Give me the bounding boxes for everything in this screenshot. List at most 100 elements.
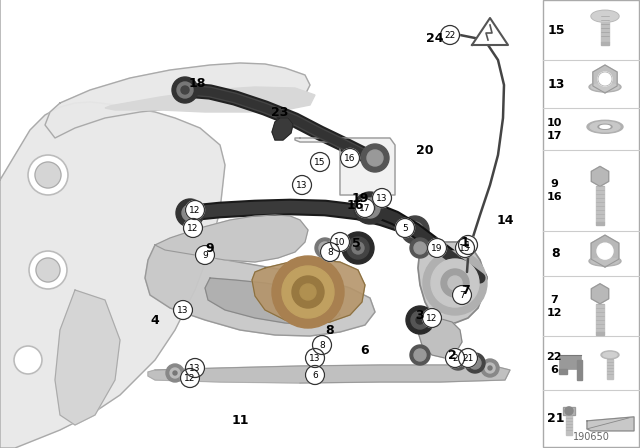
Bar	[607, 359, 613, 379]
Circle shape	[187, 210, 193, 216]
Text: 6: 6	[550, 365, 558, 375]
Text: 7: 7	[461, 284, 469, 297]
Circle shape	[485, 363, 495, 373]
Circle shape	[445, 349, 465, 367]
Text: 20: 20	[416, 143, 434, 156]
Circle shape	[365, 203, 375, 213]
Text: 13: 13	[376, 194, 388, 202]
Text: 12: 12	[189, 206, 201, 215]
Text: 13: 13	[309, 353, 321, 362]
Text: 15: 15	[314, 158, 326, 167]
Bar	[601, 42, 609, 45]
Bar	[563, 407, 575, 415]
Circle shape	[186, 358, 205, 378]
Polygon shape	[295, 138, 395, 195]
Text: 16: 16	[346, 198, 364, 211]
Circle shape	[411, 311, 429, 329]
Bar	[559, 355, 581, 369]
Circle shape	[441, 269, 469, 297]
Text: 2: 2	[447, 349, 456, 362]
Circle shape	[431, 259, 479, 307]
Text: 11: 11	[231, 414, 249, 426]
Bar	[596, 222, 604, 225]
Text: 4: 4	[150, 314, 159, 327]
Circle shape	[414, 242, 426, 254]
Circle shape	[186, 201, 205, 220]
Circle shape	[195, 246, 214, 264]
Text: 21: 21	[462, 353, 474, 362]
Text: 19: 19	[431, 244, 443, 253]
Text: 3: 3	[416, 309, 424, 322]
Polygon shape	[155, 215, 308, 262]
Text: 1: 1	[461, 236, 469, 249]
Circle shape	[340, 148, 360, 168]
Circle shape	[410, 238, 430, 258]
Polygon shape	[145, 245, 375, 336]
Circle shape	[448, 350, 468, 370]
Polygon shape	[0, 0, 225, 448]
Text: 8: 8	[326, 323, 334, 336]
Text: 15: 15	[460, 244, 471, 253]
Ellipse shape	[590, 122, 620, 132]
Bar	[601, 16, 609, 42]
Bar	[543, 0, 639, 447]
Circle shape	[422, 309, 442, 327]
Circle shape	[14, 346, 42, 374]
Ellipse shape	[587, 121, 623, 134]
Polygon shape	[587, 417, 634, 431]
Circle shape	[272, 256, 344, 328]
Circle shape	[166, 364, 184, 382]
Circle shape	[305, 366, 324, 384]
Polygon shape	[105, 87, 315, 112]
Ellipse shape	[591, 258, 619, 265]
Bar	[596, 304, 604, 332]
Bar	[596, 186, 604, 222]
Circle shape	[456, 238, 474, 258]
Circle shape	[184, 219, 202, 237]
Ellipse shape	[592, 11, 618, 21]
Text: 15: 15	[547, 24, 564, 37]
Text: 24: 24	[426, 31, 444, 44]
Circle shape	[452, 285, 472, 305]
Circle shape	[173, 371, 177, 375]
Ellipse shape	[603, 353, 617, 358]
Polygon shape	[205, 278, 340, 325]
Circle shape	[176, 199, 204, 227]
Text: 19: 19	[351, 191, 369, 204]
Circle shape	[170, 368, 180, 378]
Circle shape	[305, 349, 324, 367]
Polygon shape	[55, 290, 120, 425]
Circle shape	[182, 205, 198, 221]
Text: 8: 8	[552, 246, 560, 260]
Circle shape	[356, 246, 360, 250]
Text: 12: 12	[184, 374, 196, 383]
Text: 12: 12	[547, 308, 562, 318]
Circle shape	[565, 407, 573, 415]
Text: 6: 6	[312, 370, 318, 379]
Text: 18: 18	[188, 77, 205, 90]
Text: 22: 22	[444, 30, 456, 39]
Bar	[543, 0, 640, 448]
Circle shape	[465, 353, 485, 373]
Ellipse shape	[591, 10, 619, 22]
Circle shape	[29, 251, 67, 289]
Circle shape	[396, 219, 415, 237]
Circle shape	[401, 216, 429, 244]
Polygon shape	[272, 118, 293, 140]
Ellipse shape	[589, 256, 621, 266]
Circle shape	[410, 345, 430, 365]
Circle shape	[372, 189, 392, 207]
Text: 10: 10	[547, 118, 562, 128]
Text: 16: 16	[344, 154, 356, 163]
Text: 5: 5	[402, 224, 408, 233]
Text: 23: 23	[271, 105, 289, 119]
Text: 12: 12	[188, 224, 198, 233]
Text: 190650: 190650	[573, 432, 609, 442]
Circle shape	[35, 162, 61, 188]
Circle shape	[347, 237, 369, 259]
Circle shape	[488, 366, 492, 370]
Circle shape	[36, 258, 60, 282]
Text: 17: 17	[359, 203, 371, 212]
Circle shape	[312, 336, 332, 354]
Polygon shape	[45, 63, 310, 138]
